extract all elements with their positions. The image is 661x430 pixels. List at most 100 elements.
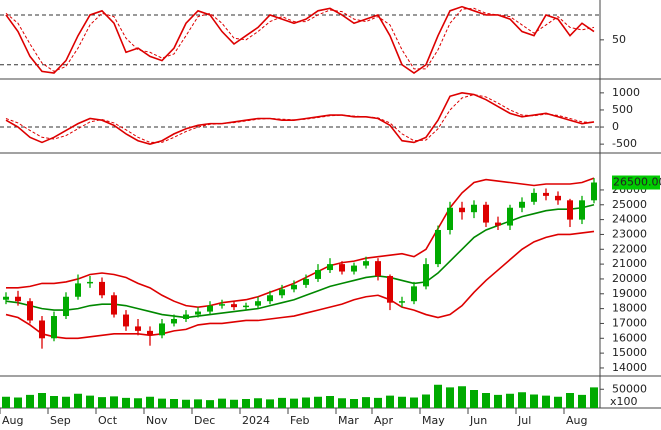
candle-body <box>459 207 465 213</box>
candle-body <box>123 314 129 327</box>
candle-body <box>579 200 585 220</box>
candle-body <box>471 204 477 213</box>
candle-body <box>3 296 9 300</box>
candle-body <box>447 207 453 230</box>
volume-bar <box>446 387 454 408</box>
volume-bar <box>134 398 142 408</box>
candle-body <box>231 304 237 308</box>
volume-bar <box>554 396 562 408</box>
volume-bar <box>494 394 502 408</box>
volume-bar <box>38 393 46 408</box>
y-tick-label: 15000 <box>612 346 647 359</box>
volume-bar <box>458 386 466 408</box>
volume-bar <box>50 396 58 408</box>
candle-body <box>183 314 189 319</box>
candle-body <box>351 265 357 272</box>
volume-bar <box>86 395 94 408</box>
x-tick-label: Sep <box>50 414 71 427</box>
y-tick-label: 20000 <box>612 272 647 285</box>
candle-body <box>111 295 117 315</box>
candle-body <box>531 192 537 202</box>
candle-body <box>39 320 45 339</box>
volume-bar <box>314 396 322 408</box>
candle-body <box>195 311 201 315</box>
candle-body <box>147 330 153 336</box>
y-tick-label: 18000 <box>612 302 647 315</box>
candle-body <box>87 281 93 284</box>
volume-bar <box>302 397 310 408</box>
y-tick-label: 0 <box>612 120 619 133</box>
candle-body <box>363 261 369 266</box>
x-tick-label: May <box>422 414 445 427</box>
candle-body <box>495 222 501 226</box>
volume-bar <box>218 398 226 408</box>
series-line <box>5 203 595 319</box>
candle-body <box>387 275 393 303</box>
volume-bar <box>26 394 34 408</box>
volume-bar <box>170 399 178 408</box>
volume-bar <box>230 399 238 408</box>
candle-body <box>99 281 105 296</box>
last-price-box <box>612 175 660 190</box>
y-tick-label: 19000 <box>612 287 647 300</box>
x-tick-label: Feb <box>290 414 309 427</box>
volume-bar <box>254 398 262 408</box>
candle-body <box>267 295 273 302</box>
x-tick-label: Nov <box>146 414 168 427</box>
candle-body <box>51 316 57 339</box>
volume-bar <box>158 398 166 408</box>
x-tick-label: Jul <box>517 414 531 427</box>
series-line <box>5 7 595 72</box>
y-tick-label: 50000 <box>612 382 647 395</box>
y-tick-label: 24000 <box>612 213 647 226</box>
candle-body <box>339 264 345 272</box>
candle-body <box>327 264 333 271</box>
y-tick-label: 17000 <box>612 316 647 329</box>
candle-body <box>219 304 225 306</box>
volume-bar <box>530 394 538 408</box>
volume-bar <box>566 393 574 408</box>
candle-body <box>75 283 81 297</box>
series-line <box>6 177 595 308</box>
last-price-label: 26500.00 <box>613 176 661 189</box>
volume-bar <box>398 396 406 408</box>
candle-body <box>507 207 513 226</box>
volume-bar <box>518 392 526 408</box>
volume-bar <box>434 384 442 408</box>
candle-body <box>303 278 309 285</box>
x-tick-label: Mar <box>338 414 359 427</box>
x-tick-label: Oct <box>98 414 118 427</box>
candle-body <box>423 264 429 287</box>
y-tick-label: 50 <box>612 33 626 46</box>
y-tick-label: 23000 <box>612 227 647 240</box>
candle-body <box>63 296 69 317</box>
volume-bar <box>14 397 22 408</box>
candle-body <box>171 319 177 324</box>
y-tick-label: 21000 <box>612 257 647 270</box>
x-tick-label: Aug <box>2 414 23 427</box>
volume-bar <box>410 397 418 408</box>
volume-bar <box>470 390 478 408</box>
volume-bar <box>122 397 130 408</box>
candle-body <box>27 301 33 321</box>
candle-body <box>435 229 441 265</box>
x-tick-label: Dec <box>194 414 215 427</box>
volume-bar <box>338 398 346 408</box>
volume-bar <box>74 393 82 408</box>
volume-bar <box>422 394 430 408</box>
y-tick-label: -500 <box>612 137 637 150</box>
volume-bar <box>506 393 514 408</box>
y-tick-label: 16000 <box>612 331 647 344</box>
volume-bar <box>206 400 214 408</box>
volume-bar <box>482 393 490 408</box>
volume-bar <box>242 399 250 408</box>
candle-body <box>483 204 489 223</box>
candle-body <box>135 326 141 331</box>
volume-bar <box>542 395 550 408</box>
candle-body <box>399 301 405 303</box>
y-tick-label: 14000 <box>612 361 647 374</box>
candle-body <box>555 195 561 201</box>
